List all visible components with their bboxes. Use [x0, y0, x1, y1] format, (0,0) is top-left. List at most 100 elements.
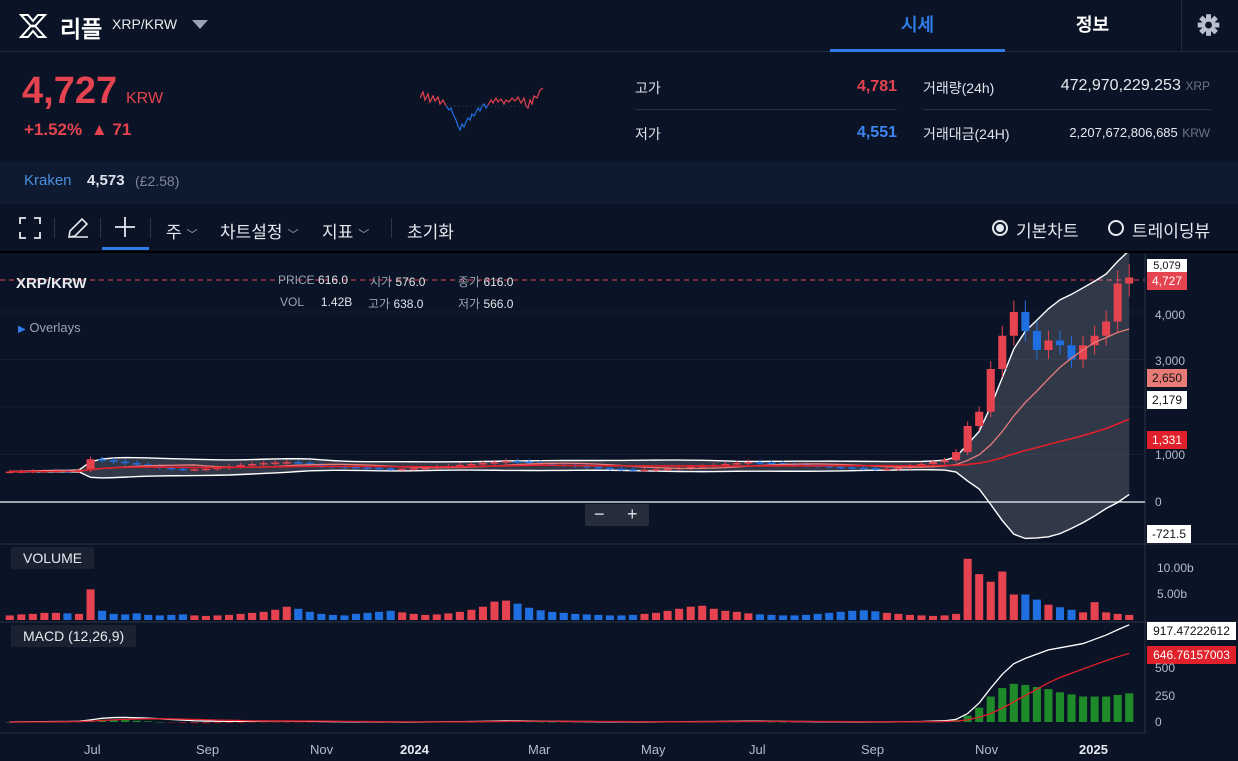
chevron-down-icon: ﹀ — [186, 229, 198, 241]
reset-button[interactable]: 초기화 — [407, 223, 454, 242]
macd-histogram-bar — [963, 715, 972, 722]
chevron-down-icon: ﹀ — [358, 229, 370, 241]
volume-bar — [836, 611, 845, 620]
exchange-gbp: (£2.58) — [135, 173, 180, 189]
candle — [1032, 331, 1041, 350]
macd-histogram-bar — [1021, 684, 1030, 722]
macd-histogram-bar — [1055, 692, 1065, 722]
volume-bar — [248, 612, 257, 620]
volume-bar — [271, 609, 280, 620]
candle — [282, 462, 291, 464]
volume-bar — [501, 600, 511, 620]
candle — [1125, 277, 1134, 284]
crosshair-icon[interactable] — [114, 216, 136, 238]
pencil-icon[interactable] — [66, 216, 90, 240]
volume-bar — [155, 615, 164, 620]
radio-trading-view[interactable] — [1108, 220, 1124, 236]
crosshair-active-indicator — [102, 247, 149, 250]
macd-histogram-bar — [802, 722, 811, 723]
vol-tick-10b: 10.00b — [1157, 561, 1194, 575]
macd-histogram-bar — [190, 722, 199, 724]
exchange-name[interactable]: Kraken — [24, 172, 72, 189]
legend-high-value: 638.0 — [393, 297, 424, 311]
candle — [652, 469, 661, 471]
candle — [1102, 321, 1111, 336]
indicators-dropdown[interactable]: 지표 ﹀ — [322, 218, 369, 243]
x-label: 2025 — [1079, 742, 1108, 757]
macd-tick-0: 0 — [1155, 715, 1162, 729]
candles — [5, 263, 1134, 474]
basic-chart-label[interactable]: 기본차트 — [1016, 222, 1079, 241]
radio-basic-chart[interactable] — [992, 220, 1008, 236]
candle — [421, 467, 430, 470]
current-price: 4,727 — [22, 70, 118, 112]
candle — [501, 461, 511, 463]
candle — [109, 460, 118, 462]
candle — [963, 426, 972, 453]
exchange-price: 4,573 — [87, 172, 125, 189]
volume-bar — [536, 610, 545, 620]
volume-bar — [328, 614, 337, 620]
volume-label: 거래량(24h) — [923, 80, 995, 96]
volume-bar — [178, 614, 187, 620]
volume-bar — [190, 615, 199, 620]
macd-histogram — [5, 683, 1134, 724]
volume-bar — [1067, 609, 1076, 620]
price-change: +1.52% ▲ 71 — [24, 120, 131, 140]
volume-bar — [790, 615, 799, 620]
macd-histogram-bar — [548, 722, 557, 723]
volume-bar — [444, 613, 453, 620]
trading-view-label[interactable]: 트레이딩뷰 — [1132, 222, 1211, 241]
tab-info[interactable]: 정보 — [1075, 15, 1110, 35]
candle — [721, 464, 730, 466]
candle — [190, 469, 199, 471]
macd-histogram-bar — [525, 721, 534, 723]
badge-last-price: 4,727 — [1147, 272, 1187, 290]
candle — [940, 460, 949, 463]
chart-settings-dropdown[interactable]: 차트설정 ﹀ — [220, 218, 299, 243]
macd-histogram-bar — [213, 722, 222, 724]
gear-icon[interactable] — [1181, 0, 1238, 52]
volume-bar — [778, 615, 788, 620]
volume-unit: XRP — [1185, 79, 1210, 93]
volume-bar — [571, 613, 580, 620]
volume-bar — [813, 613, 822, 620]
badge-signal: 646.76157003 — [1147, 646, 1236, 664]
chevron-down-icon[interactable] — [192, 20, 208, 29]
macd-histogram-bar — [271, 722, 280, 723]
volume-bar — [686, 606, 695, 620]
volume-bar — [236, 613, 245, 620]
price-chart[interactable] — [0, 253, 1238, 761]
zoom-out-button[interactable]: − — [594, 504, 605, 524]
legend-open-label: 시가 — [370, 275, 393, 289]
candle — [178, 468, 187, 471]
fullscreen-icon[interactable] — [19, 217, 41, 239]
toolbar-divider — [100, 218, 101, 238]
volume-bar — [109, 613, 118, 620]
macd-histogram-bar — [1113, 694, 1122, 722]
y-tick-4000: 4,000 — [1155, 308, 1186, 322]
volume-bar — [1055, 607, 1065, 620]
tab-price[interactable]: 시세 — [830, 0, 1005, 52]
volume-bar — [825, 612, 834, 620]
candle — [825, 465, 834, 468]
chart-area[interactable]: XRP/KRW ▶ Overlays PRICE 616.0 시가 576.0 … — [0, 251, 1238, 761]
macd-histogram-bar — [328, 722, 337, 723]
badge-lower-band: -721.5 — [1147, 525, 1191, 543]
xrp-logo-icon — [18, 14, 48, 38]
volume-bar — [386, 610, 395, 620]
price-currency: KRW — [126, 90, 164, 107]
signal-line — [9, 652, 1130, 723]
volume-bar — [628, 614, 638, 620]
candle — [167, 467, 176, 470]
zoom-in-button[interactable]: + — [627, 504, 638, 524]
volume-bar — [548, 611, 557, 620]
candle — [882, 468, 891, 471]
period-dropdown[interactable]: 주 ﹀ — [166, 218, 198, 243]
macd-line — [9, 624, 1130, 723]
volume-bar — [63, 613, 72, 620]
indicator-lines — [9, 328, 1130, 723]
macd-histogram-bar — [305, 722, 314, 723]
candle — [490, 462, 499, 464]
overlays-toggle[interactable]: ▶ Overlays — [18, 320, 81, 335]
